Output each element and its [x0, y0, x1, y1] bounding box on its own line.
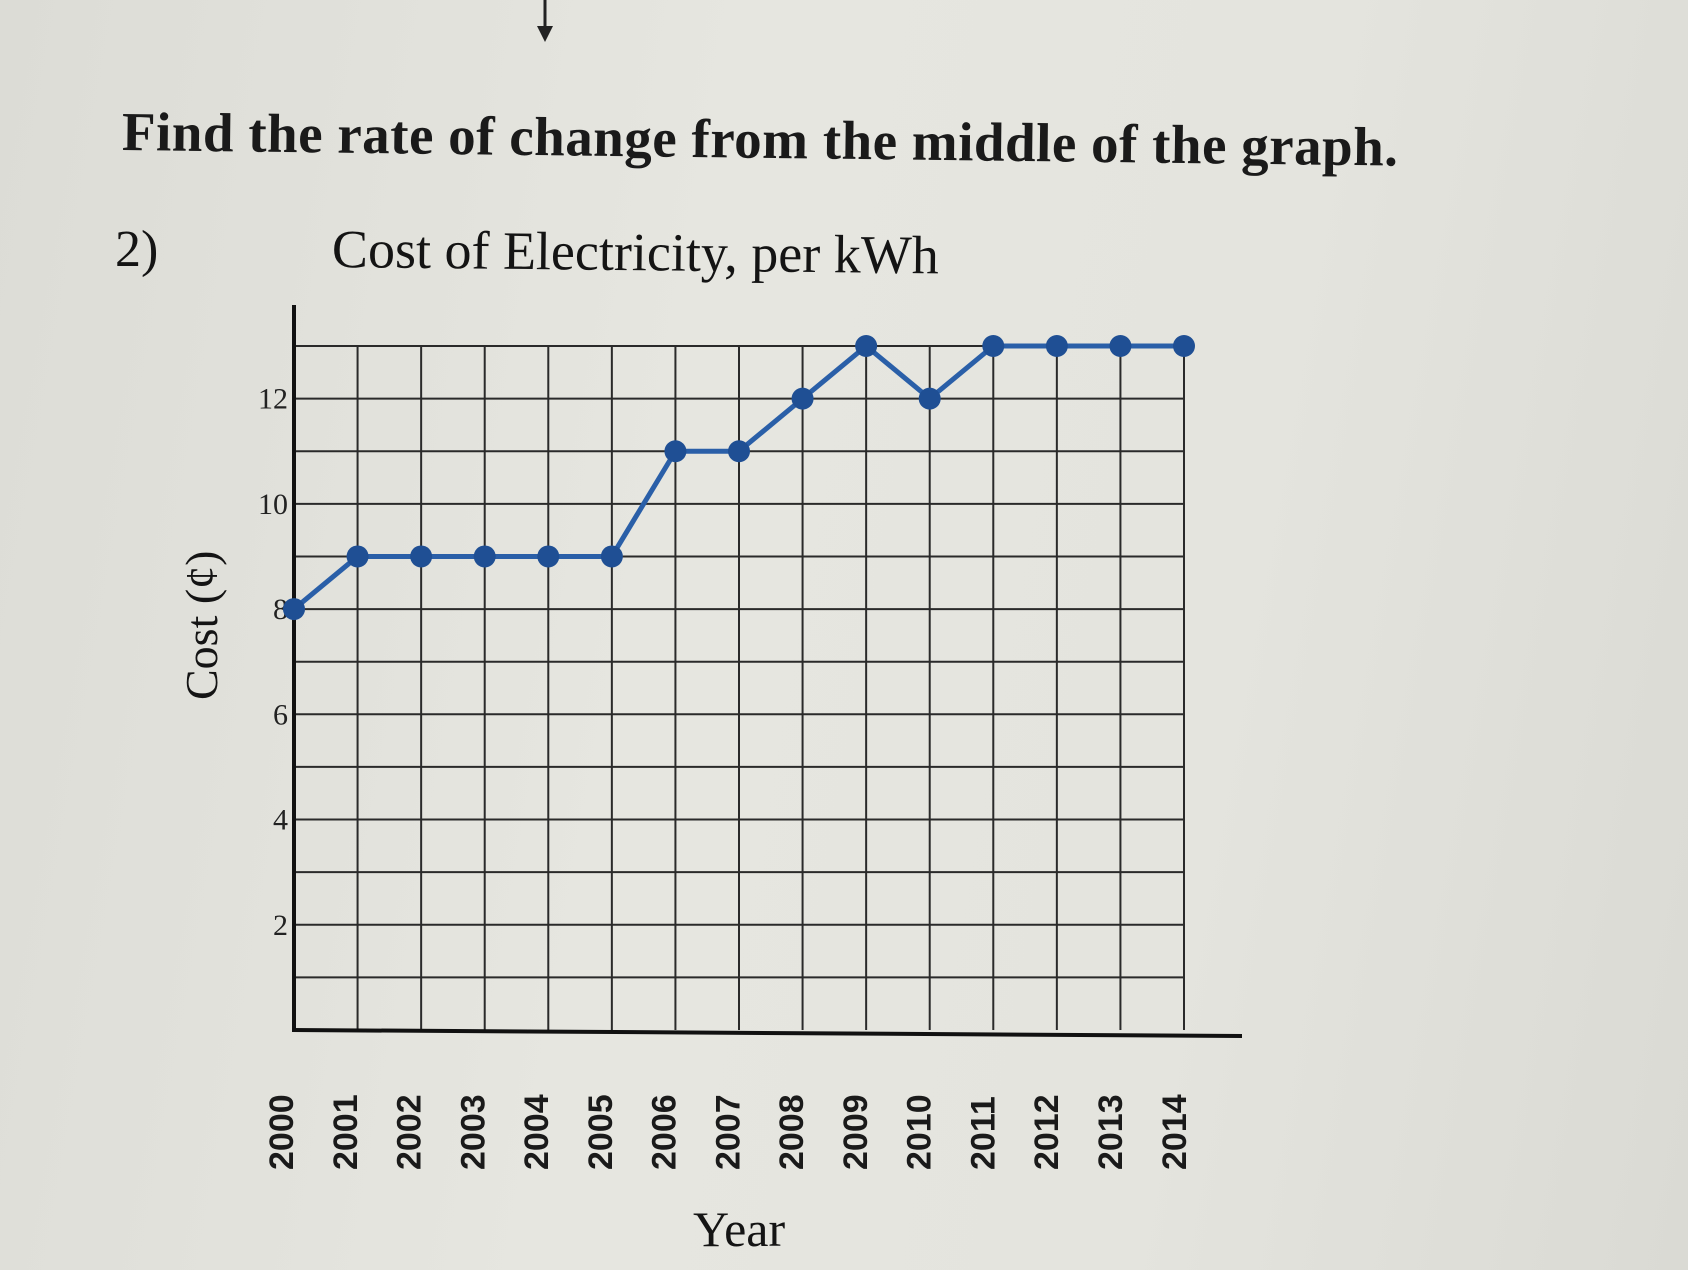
x-tick-label: 2010: [901, 1094, 939, 1170]
data-point: [600, 545, 623, 568]
data-point: [728, 440, 750, 463]
x-tick-label: 2003: [454, 1094, 492, 1170]
problem-number: 2): [115, 221, 159, 278]
data-point: [1109, 335, 1132, 357]
x-tick-label: 2008: [773, 1094, 811, 1170]
data-point: [473, 545, 496, 568]
y-tick-label: 6: [273, 698, 288, 731]
data-point: [1173, 335, 1195, 357]
x-tick-label: 2012: [1028, 1094, 1066, 1170]
x-tick-label: 2011: [964, 1096, 1002, 1170]
x-tick-label: 2006: [646, 1094, 684, 1170]
x-tick-label: 2001: [327, 1094, 365, 1170]
x-tick-label: 2007: [709, 1094, 747, 1170]
x-tick-label: 2014: [1156, 1094, 1194, 1170]
y-tick-label: 12: [258, 383, 288, 416]
data-point: [1045, 335, 1068, 357]
data-point: [791, 387, 814, 410]
x-tick-label: 2004: [518, 1094, 556, 1170]
x-tick-label: 2005: [582, 1094, 620, 1170]
data-point: [918, 387, 941, 410]
data-point: [346, 545, 369, 568]
y-tick-label: 2: [273, 909, 288, 942]
y-tick-label: 8: [273, 593, 288, 626]
y-tick-label: 4: [273, 804, 288, 837]
grid: [294, 345, 1185, 1030]
down-arrow-icon: [537, 0, 553, 42]
data-point: [410, 545, 433, 568]
data-point: [283, 598, 305, 621]
x-tick-label: 2013: [1092, 1094, 1130, 1170]
data-point: [664, 440, 687, 463]
y-tick-label: 10: [258, 488, 288, 521]
x-axis: [291, 1028, 1243, 1038]
data-point: [855, 335, 878, 357]
x-tick-label: 2009: [837, 1094, 875, 1170]
y-axis-label: Cost (¢): [176, 550, 227, 701]
data-point: [982, 335, 1005, 357]
x-tick-label: 2000: [263, 1094, 301, 1170]
x-tick-label: 2002: [391, 1094, 429, 1170]
data-point: [537, 545, 560, 568]
x-axis-label: Year: [693, 1201, 786, 1257]
